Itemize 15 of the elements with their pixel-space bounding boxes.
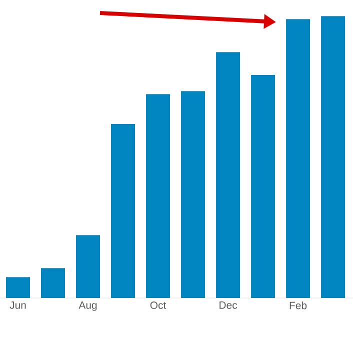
bar	[41, 268, 65, 298]
x-tick-label: Feb	[290, 302, 307, 310]
x-tick-label: Oct	[150, 302, 166, 309]
bar	[6, 277, 30, 298]
bar	[76, 235, 100, 298]
bar	[321, 16, 346, 298]
bar	[146, 94, 170, 298]
x-tick-label: Jun	[10, 302, 26, 309]
bar	[216, 52, 240, 298]
bar	[181, 91, 206, 298]
bar	[251, 74, 276, 298]
x-tick-label: Dec	[220, 302, 238, 309]
bar	[286, 19, 310, 298]
bar	[111, 124, 136, 298]
x-tick-label: Aug	[78, 302, 97, 311]
